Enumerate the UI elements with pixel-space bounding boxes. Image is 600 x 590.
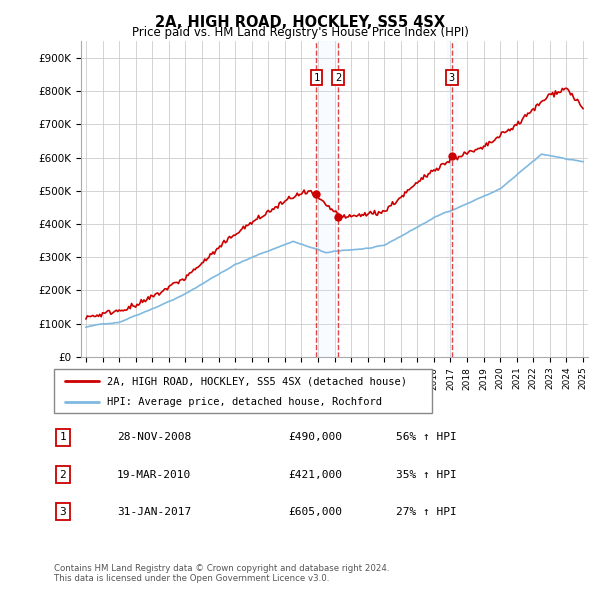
- Text: £605,000: £605,000: [288, 507, 342, 517]
- Text: 2: 2: [59, 470, 67, 480]
- Text: 56% ↑ HPI: 56% ↑ HPI: [396, 432, 457, 442]
- Text: HPI: Average price, detached house, Rochford: HPI: Average price, detached house, Roch…: [107, 397, 382, 407]
- Text: 27% ↑ HPI: 27% ↑ HPI: [396, 507, 457, 517]
- Text: 19-MAR-2010: 19-MAR-2010: [117, 470, 191, 480]
- Text: 3: 3: [449, 73, 455, 83]
- Text: 2A, HIGH ROAD, HOCKLEY, SS5 4SX: 2A, HIGH ROAD, HOCKLEY, SS5 4SX: [155, 15, 445, 30]
- Text: £421,000: £421,000: [288, 470, 342, 480]
- Text: 28-NOV-2008: 28-NOV-2008: [117, 432, 191, 442]
- FancyBboxPatch shape: [54, 369, 432, 413]
- Text: 31-JAN-2017: 31-JAN-2017: [117, 507, 191, 517]
- Bar: [316, 41, 338, 357]
- Text: 35% ↑ HPI: 35% ↑ HPI: [396, 470, 457, 480]
- Text: 2A, HIGH ROAD, HOCKLEY, SS5 4SX (detached house): 2A, HIGH ROAD, HOCKLEY, SS5 4SX (detache…: [107, 376, 407, 386]
- Text: Price paid vs. HM Land Registry's House Price Index (HPI): Price paid vs. HM Land Registry's House …: [131, 26, 469, 39]
- Bar: [447, 41, 457, 357]
- Text: 3: 3: [59, 507, 67, 517]
- Text: Contains HM Land Registry data © Crown copyright and database right 2024.
This d: Contains HM Land Registry data © Crown c…: [54, 563, 389, 583]
- Text: 2: 2: [335, 73, 341, 83]
- Text: £490,000: £490,000: [288, 432, 342, 442]
- Text: 1: 1: [59, 432, 67, 442]
- Text: 1: 1: [313, 73, 320, 83]
